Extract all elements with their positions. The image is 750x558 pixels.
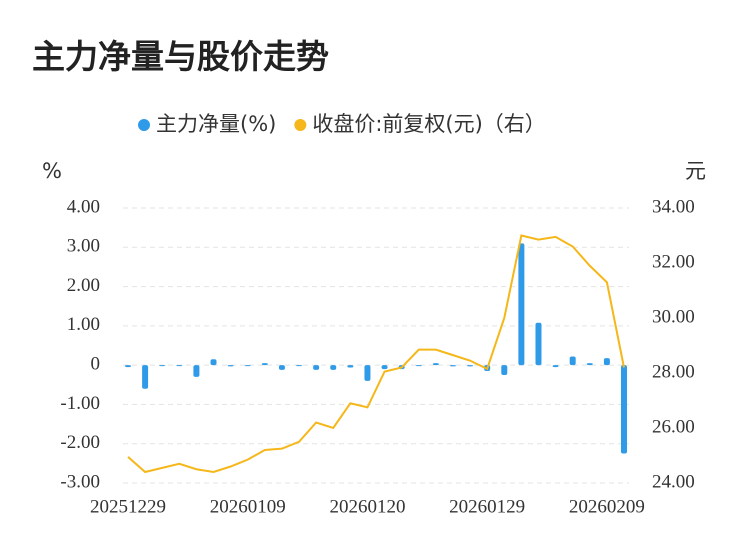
y-axis-label: % [42,159,62,183]
bar [381,365,388,370]
bar [501,365,508,375]
bar [432,363,439,366]
y-tick-label: 4.00 [67,196,100,217]
y2-tick-label: 34.00 [652,196,695,217]
bar [330,365,337,370]
bar [364,365,371,381]
bar [415,365,422,367]
y-tick-label: -2.00 [60,432,100,453]
legend-label: 主力净量(%) [156,112,276,136]
y2-tick-label: 30.00 [652,306,695,327]
y-tick-label: 1.00 [67,314,100,335]
y2-tick-label: 26.00 [652,416,695,437]
bar [176,365,183,367]
x-tick-label: 20260209 [569,496,645,517]
bar [244,365,251,367]
chart-title: 主力净量与股价走势 [32,37,329,76]
y2-tick-label: 24.00 [652,471,695,492]
y2-tick-label: 28.00 [652,361,695,382]
bar [193,365,200,377]
bar [467,365,474,367]
bar [347,365,354,368]
bar [586,363,593,366]
legend-marker [138,119,150,131]
bar [278,365,285,370]
bar [621,365,627,454]
bar [210,359,217,366]
bar [603,358,610,366]
bar [125,365,131,368]
bar [313,365,320,370]
bar [569,356,576,366]
y-tick-label: -3.00 [60,471,100,492]
bar [449,365,456,367]
y-tick-label: 3.00 [67,236,100,257]
y-tick-label: 2.00 [67,275,100,296]
x-tick-label: 20260109 [210,496,286,517]
bar [159,365,166,367]
legend-label: 收盘价:前复权(元)（右） [312,112,545,136]
bar [296,365,303,367]
bar [227,365,234,367]
bar [261,363,268,366]
y2-axis-label: 元 [685,159,706,183]
bar [142,365,149,389]
x-tick-label: 20260129 [449,496,525,517]
bar [518,243,525,366]
bar [552,365,559,368]
y-tick-label: -1.00 [60,393,100,414]
x-tick-label: 20260120 [329,496,405,517]
legend-marker [294,119,307,131]
y-tick-label: 0 [91,354,101,375]
bar [535,322,542,366]
y2-tick-label: 32.00 [652,251,695,272]
price-line [127,234,625,474]
x-tick-label: 20251229 [90,496,166,517]
